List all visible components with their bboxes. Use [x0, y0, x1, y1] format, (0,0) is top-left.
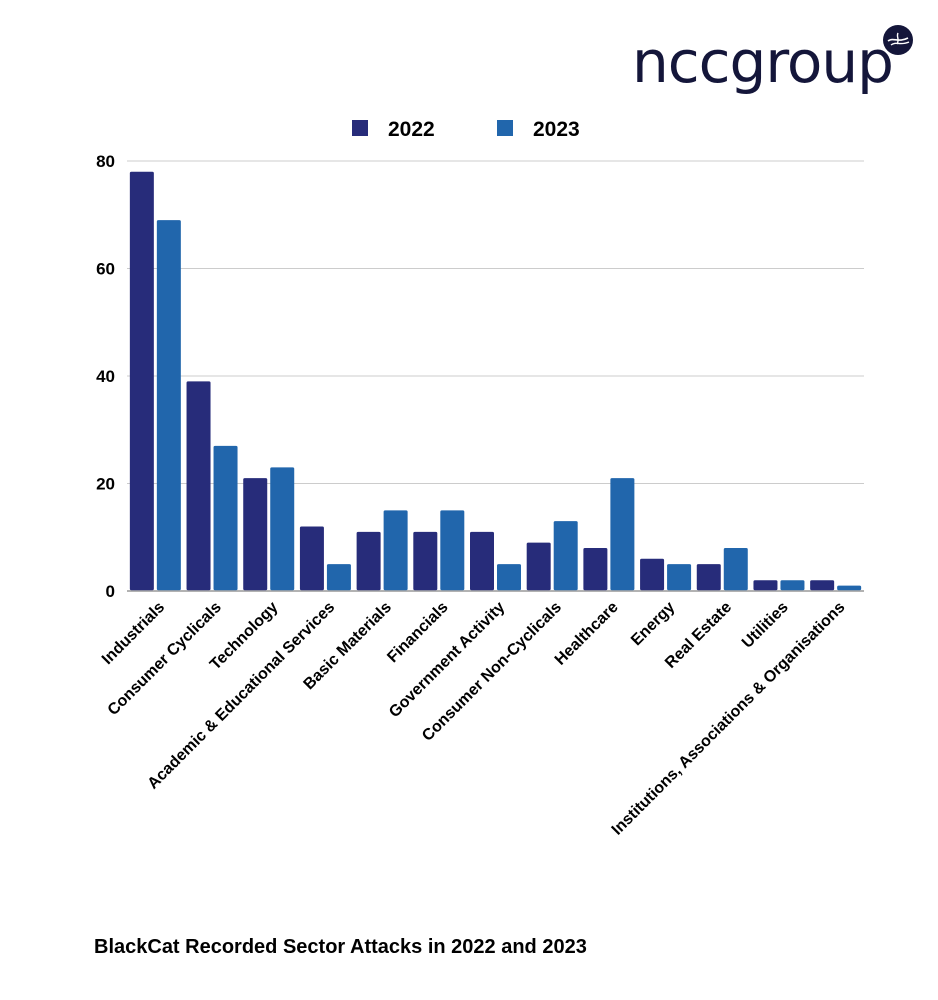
bar-2023-energy	[667, 564, 692, 591]
bars	[129, 171, 862, 591]
bar-2023-consumer-non-cyclicals	[553, 521, 578, 591]
bar-2022-real-estate	[696, 564, 721, 591]
bar-2023-real-estate	[723, 548, 748, 591]
x-tick-label: Utilities	[739, 599, 792, 652]
bar-2022-healthcare	[583, 548, 608, 591]
x-tick-label: Government Activity	[386, 599, 508, 721]
bar-2023-healthcare	[610, 478, 635, 591]
legend-swatch-2023	[497, 120, 513, 136]
bar-2022-government-activity	[470, 531, 494, 591]
x-tick-label: Consumer Cyclicals	[105, 599, 225, 719]
bar-2023-industrials	[156, 220, 181, 591]
y-axis-ticks: 0 20 40 60 80	[96, 152, 115, 601]
chart-caption: BlackCat Recorded Sector Attacks in 2022…	[94, 936, 587, 958]
legend-label-2023: 2023	[533, 118, 580, 141]
x-tick-label: Energy	[628, 599, 678, 649]
bar-2023-government-activity	[497, 564, 521, 591]
logo-text: nccgroup	[632, 28, 894, 96]
logo-swirl-icon	[883, 25, 913, 55]
legend-label-2022: 2022	[388, 118, 435, 141]
bar-2023-institutions-associations-organisations	[837, 585, 862, 591]
legend: 2022 2023	[352, 118, 580, 141]
bar-2023-basic-materials	[383, 510, 408, 591]
bar-2022-basic-materials	[356, 531, 381, 591]
y-tick-label: 0	[106, 582, 115, 601]
bar-2023-financials	[440, 510, 465, 591]
bar-2023-academic-educational-services	[326, 564, 351, 591]
bar-2022-energy	[640, 558, 665, 591]
bar-2022-financials	[413, 531, 438, 591]
bar-2022-institutions-associations-organisations	[810, 580, 835, 591]
bar-2022-technology	[243, 478, 268, 591]
bar-2023-technology	[270, 467, 295, 591]
bar-2023-consumer-cyclicals	[213, 445, 238, 591]
bar-2022-utilities	[753, 580, 778, 591]
bar-2023-utilities	[780, 580, 805, 591]
gridlines	[127, 160, 864, 592]
legend-swatch-2022	[352, 120, 368, 136]
y-tick-label: 80	[96, 152, 115, 171]
y-tick-label: 40	[96, 367, 115, 386]
bar-2022-industrials	[129, 171, 154, 591]
y-tick-label: 20	[96, 475, 115, 494]
bar-2022-consumer-non-cyclicals	[526, 542, 551, 591]
y-tick-label: 60	[96, 260, 115, 279]
bar-2022-consumer-cyclicals	[186, 381, 211, 591]
bar-2022-academic-educational-services	[299, 526, 324, 591]
